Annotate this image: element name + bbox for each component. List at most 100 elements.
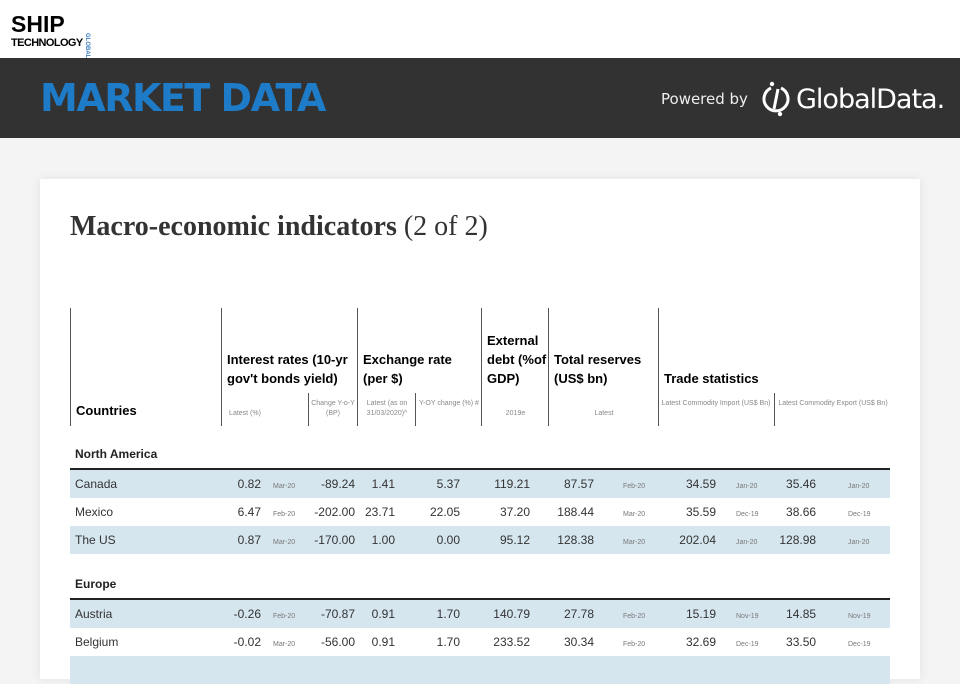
- reserves-value: 188.44: [557, 505, 594, 519]
- header-countries: Countries: [76, 403, 137, 418]
- globaldata-logo[interactable]: GlobalData.: [760, 81, 945, 117]
- indicators-table: North America Canada 0.82 Mar-20 -89.24 1…: [70, 440, 891, 684]
- country-name: The US: [70, 526, 221, 554]
- interest-change: -70.87: [320, 607, 355, 621]
- import-date: Jan-20: [736, 483, 758, 490]
- reserves-date: Mar-20: [623, 539, 646, 546]
- interest-latest: 0.87: [237, 533, 261, 547]
- subheader-interest-latest: Latest (%): [229, 410, 261, 417]
- exchange-yoy: 1.70: [436, 607, 460, 621]
- table-row[interactable]: Canada 0.82 Mar-20 -89.24 1.41 5.37 119.2…: [70, 469, 891, 498]
- section-header: Europe: [70, 570, 891, 600]
- interest-latest: 6.47: [237, 505, 261, 519]
- external-debt: 119.21: [494, 477, 530, 491]
- top-bar: SHIP TECHNOLOGY GLOBAL: [0, 0, 960, 58]
- section-header: North America: [70, 440, 891, 470]
- reserves-value: 27.78: [563, 607, 594, 621]
- interest-date: Mar-20: [273, 539, 296, 546]
- subheader-trade-export: Latest Commodity Export (US$ Bn): [778, 400, 888, 407]
- export-value: 38.66: [786, 505, 817, 519]
- import-value: 15.19: [685, 607, 716, 621]
- globaldata-icon: [762, 81, 790, 117]
- table-row[interactable]: [70, 656, 891, 684]
- external-debt: 140.79: [493, 607, 530, 621]
- exchange-yoy: 5.37: [436, 477, 460, 491]
- exchange-latest: 0.91: [371, 607, 395, 621]
- reserves-date: Feb-20: [623, 641, 646, 648]
- interest-change: -89.24: [320, 477, 355, 491]
- export-date: Jan-20: [848, 539, 870, 546]
- interest-change: -56.00: [320, 635, 355, 649]
- country-name: Austria: [70, 599, 221, 628]
- table-row[interactable]: Belgium -0.02 Mar-20 -56.00 0.91 1.70 233…: [70, 628, 890, 656]
- import-value: 34.59: [685, 477, 716, 491]
- country-name: Belgium: [75, 635, 119, 649]
- page-title: Macro-economic indicators (2 of 2): [70, 211, 488, 243]
- exchange-latest: 1.00: [371, 533, 395, 547]
- exchange-yoy: 1.70: [436, 635, 460, 649]
- table-row[interactable]: The US 0.87 Mar-20 -170.00 1.00 0.00 95.1…: [70, 526, 891, 554]
- powered-by-label: Powered by: [661, 90, 748, 108]
- header-interest-rates: Interest rates (10-yr gov't bonds yield): [227, 352, 348, 386]
- export-value: 14.85: [786, 607, 817, 621]
- import-value: 202.04: [679, 533, 716, 547]
- header-total-reserves: Total reserves (US$ bn): [554, 352, 642, 386]
- table-row[interactable]: Mexico 6.47 Feb-20 -202.00 23.71 22.05 37…: [70, 498, 890, 526]
- table-header: Countries Interest rates (10-yr gov't bo…: [70, 308, 890, 426]
- header-external-debt: External debt (%of GDP): [487, 333, 547, 386]
- import-value: 35.59: [685, 505, 716, 519]
- table-row[interactable]: Austria -0.26 Feb-20 -70.87 0.91 1.70 140…: [70, 599, 891, 628]
- exchange-latest: 23.71: [364, 505, 395, 519]
- export-value: 128.98: [779, 533, 817, 547]
- reserves-value: 128.38: [557, 533, 594, 547]
- ship-technology-logo[interactable]: SHIP TECHNOLOGY GLOBAL: [11, 11, 93, 59]
- reserves-value: 30.34: [563, 635, 594, 649]
- header-exchange-rate: Exchange rate (per $): [363, 352, 452, 386]
- export-date: Jan-20: [848, 483, 870, 490]
- reserves-date: Feb-20: [623, 483, 646, 490]
- interest-change: -202.00: [314, 505, 355, 519]
- interest-date: Mar-20: [273, 641, 296, 648]
- header-trade-statistics: Trade statistics: [664, 371, 759, 386]
- exchange-latest: 1.41: [371, 477, 395, 491]
- market-data-banner: MARKET DATA Powered by GlobalData.: [0, 58, 960, 138]
- export-date: Nov-19: [848, 613, 871, 620]
- interest-date: Mar-20: [273, 483, 296, 490]
- subheader-trade-import: Latest Commodity Import (US$ Bn): [661, 400, 771, 407]
- logo-text-global: GLOBAL: [84, 33, 90, 59]
- logo-text-technology: TECHNOLOGY: [11, 37, 83, 49]
- reserves-date: Feb-20: [623, 613, 646, 620]
- exchange-latest: 0.91: [371, 635, 395, 649]
- interest-latest: -0.26: [233, 607, 261, 621]
- interest-change: -170.00: [314, 533, 355, 547]
- title-suffix: (2 of 2): [403, 211, 488, 242]
- banner-title: MARKET DATA: [40, 76, 326, 120]
- indicators-card: Macro-economic indicators (2 of 2) Count…: [40, 179, 920, 684]
- interest-date: Feb-20: [273, 613, 296, 620]
- reserves-date: Mar-20: [623, 511, 646, 518]
- country-name: Canada: [70, 469, 221, 498]
- logo-text-ship: SHIP: [11, 11, 65, 37]
- import-date: Dec-19: [736, 511, 759, 518]
- title-main: Macro-economic indicators: [70, 211, 397, 242]
- export-value: 33.50: [786, 635, 817, 649]
- export-value: 35.46: [786, 477, 817, 491]
- external-debt: 37.20: [499, 505, 530, 519]
- import-value: 32.69: [685, 635, 716, 649]
- interest-date: Feb-20: [273, 511, 296, 518]
- exchange-yoy: 0.00: [436, 533, 460, 547]
- external-debt: 95.12: [499, 533, 530, 547]
- subheader-debt-year: 2019e: [505, 410, 526, 417]
- import-date: Nov-19: [736, 613, 759, 620]
- external-debt: 233.52: [493, 635, 530, 649]
- section-name: Europe: [70, 570, 891, 600]
- reserves-value: 87.57: [563, 477, 594, 491]
- exchange-yoy: 22.05: [429, 505, 460, 519]
- export-date: Dec-19: [848, 511, 871, 518]
- interest-latest: -0.02: [233, 635, 261, 649]
- interest-latest: 0.82: [237, 477, 261, 491]
- section-name: North America: [70, 440, 891, 470]
- country-name: Mexico: [75, 505, 114, 519]
- subheader-interest-change: Change Y-o-Y (BP): [311, 400, 355, 417]
- export-date: Dec-19: [848, 641, 871, 648]
